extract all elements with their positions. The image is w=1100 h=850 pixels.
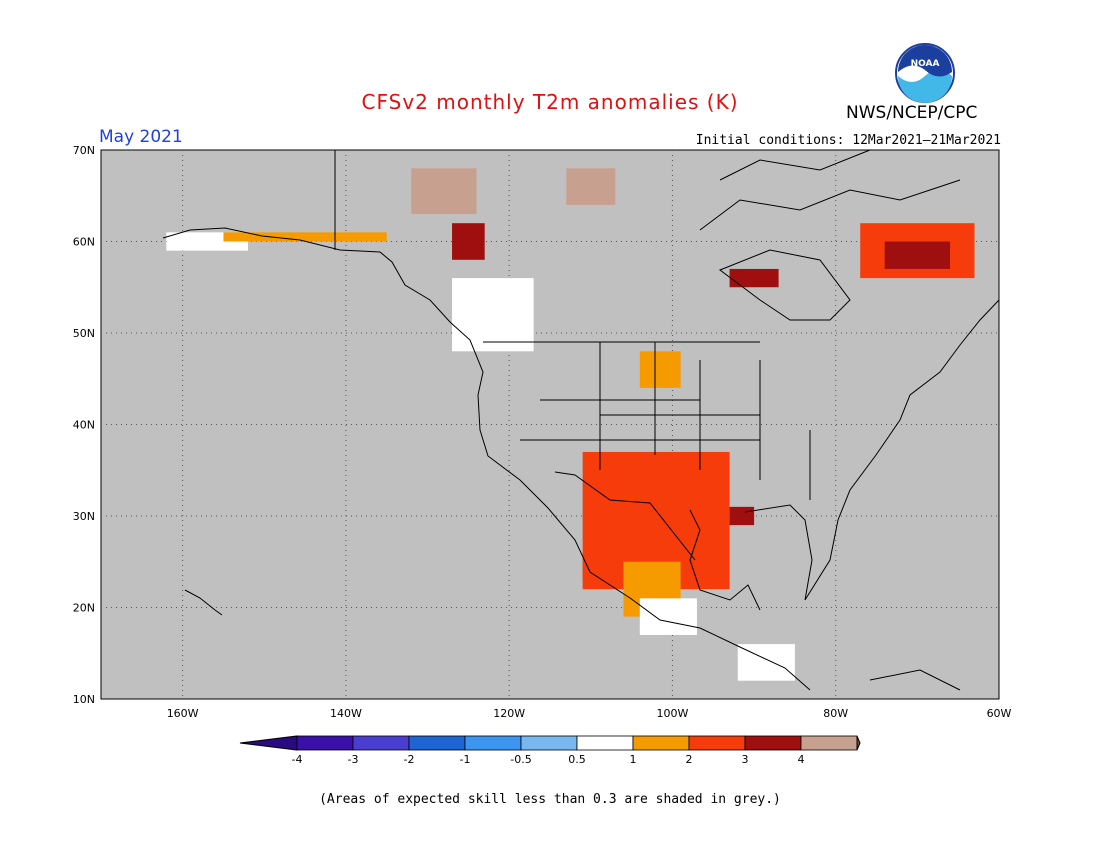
anomaly-region-southern-mexico: [639, 598, 697, 635]
anomaly-region-pacific-northwest-canada: [452, 278, 534, 352]
lat-label: 10N: [73, 693, 95, 706]
initial-conditions: Initial conditions: 12Mar2021–21Mar2021: [695, 133, 1001, 148]
legend-swatch: [352, 735, 410, 751]
lat-label: 40N: [73, 419, 95, 432]
legend-tick-label: -0.5: [510, 753, 531, 766]
anomaly-region-hudson-bay-south: [729, 268, 779, 288]
anomaly-region-gulf-of-alaska-coast: [223, 232, 387, 242]
anomaly-region-british-columbia-north: [452, 223, 485, 260]
lon-label: 140W: [330, 707, 362, 720]
lat-label: 50N: [73, 327, 95, 340]
coastlines: [162, 149, 1000, 691]
lat-label: 70N: [73, 144, 95, 157]
legend-tick-label: -1: [460, 753, 471, 766]
anomaly-region-yukon-north: [411, 168, 477, 215]
legend-tick-label: -4: [292, 753, 303, 766]
legend-swatch: [408, 735, 466, 751]
anomaly-regions: [166, 168, 975, 681]
legend-tick-label: 4: [798, 753, 805, 766]
legend-tick-label: 0.5: [568, 753, 586, 766]
lat-label: 30N: [73, 510, 95, 523]
legend-tick-label: 3: [742, 753, 749, 766]
map-title: CFSv2 monthly T2m anomalies (K): [361, 90, 739, 114]
anomaly-region-nunavut-central: [566, 168, 616, 205]
legend-tick-label: -2: [404, 753, 415, 766]
lat-label: 60N: [73, 236, 95, 249]
noaa-logo-text: NOAA: [911, 59, 940, 69]
legend-tick-label: 1: [630, 753, 637, 766]
axis-labels: 70N 60N 50N 40N 30N 20N 10N 160W 140W 120W 100W 80W…: [73, 144, 1012, 720]
noaa-logo: NOAA: [895, 43, 955, 103]
anomaly-region-texas-louisiana-coast: [729, 506, 755, 526]
agency-label: NWS/NCEP/CPC: [846, 103, 978, 123]
anomaly-map: 70N 60N 50N 40N 30N 20N 10N 160W 140W 120W 100W 80W…: [73, 144, 1012, 720]
lon-label: 120W: [493, 707, 525, 720]
legend-swatch: [744, 735, 802, 751]
lon-label: 100W: [657, 707, 689, 720]
legend-swatch: [688, 735, 746, 751]
legend-tick-label: 2: [686, 753, 693, 766]
lon-label: 80W: [823, 707, 848, 720]
legend-swatch: [632, 735, 690, 751]
legend-swatch: [576, 735, 634, 751]
skill-footnote: (Areas of expected skill less than 0.3 a…: [319, 792, 781, 807]
legend-swatch: [464, 735, 522, 751]
lon-label: 60W: [987, 707, 1012, 720]
legend-swatch: [296, 735, 354, 751]
legend-swatch: [520, 735, 578, 751]
color-legend: -4 -3 -2 -1 -0.5 0.5 1 2 3 4: [239, 735, 861, 766]
forecast-month: May 2021: [99, 127, 183, 147]
anomaly-region-baja-gulf: [582, 552, 608, 581]
legend-low-arrow: [239, 735, 298, 751]
anomaly-region-northern-plains: [639, 351, 681, 388]
lon-label: 160W: [167, 707, 199, 720]
lat-label: 20N: [73, 602, 95, 615]
anomaly-region-labrador-core: [884, 241, 951, 269]
legend-high-arrow: [856, 735, 861, 751]
legend-tick-label: -3: [348, 753, 359, 766]
legend-swatch: [800, 735, 858, 751]
